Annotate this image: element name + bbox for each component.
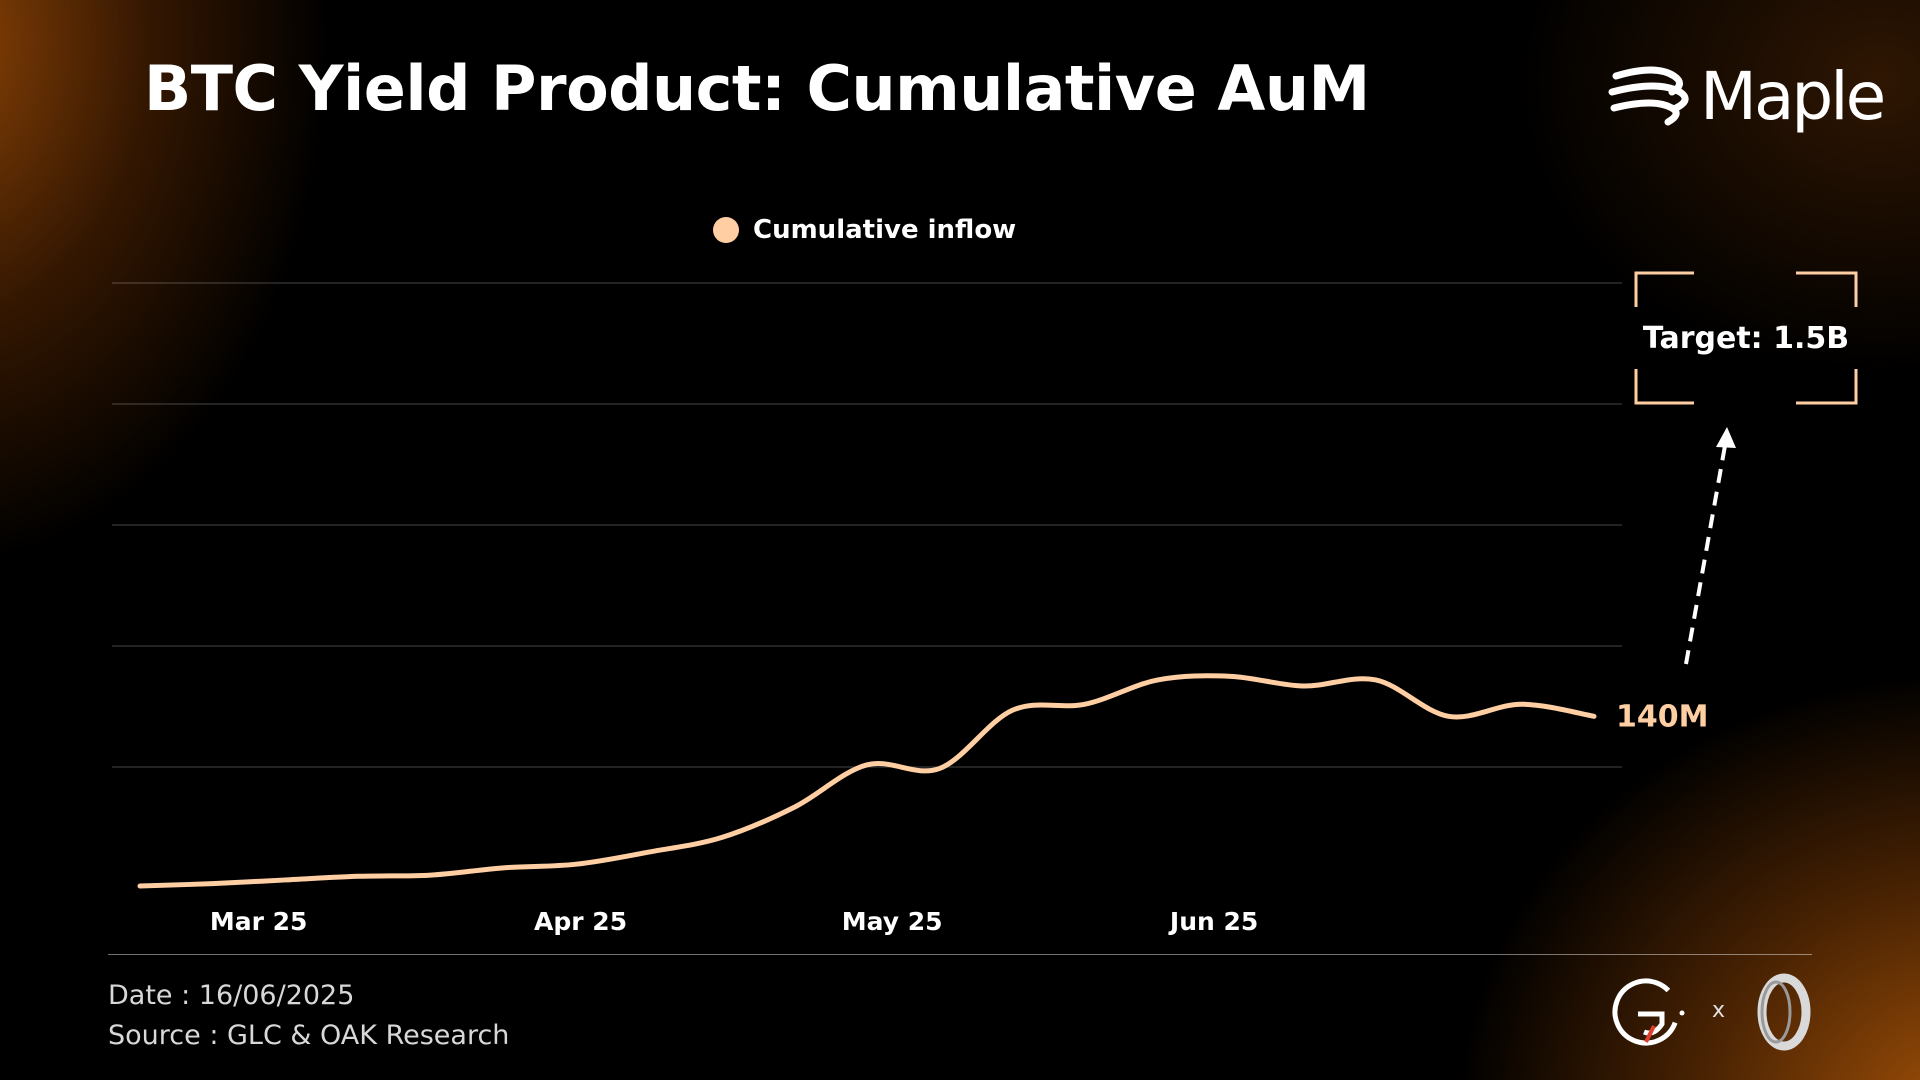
chart-title: BTC Yield Product: Cumulative AuM (144, 52, 1370, 125)
x-tick-label: Mar 25 (210, 907, 308, 936)
target-arrow-head-icon (1716, 427, 1736, 448)
maple-logo: Maple (1608, 52, 1886, 142)
series-layer (137, 673, 1597, 889)
x-axis-ticks: Mar 25 Apr 25 May 25 Jun 25 (210, 907, 1258, 936)
gridlines (112, 282, 1622, 768)
maple-mark-icon (1608, 66, 1689, 126)
x-tick-label: Jun 25 (1168, 907, 1258, 936)
chart-legend: Cumulative inflow (713, 215, 1016, 245)
x-tick-label: May 25 (842, 907, 943, 936)
maple-wordmark: Maple (1700, 58, 1886, 135)
footer-divider (108, 954, 1812, 955)
footer-source: Source : GLC & OAK Research (108, 1020, 510, 1051)
target-arrow-shaft (1684, 439, 1728, 665)
legend-swatch (713, 217, 739, 243)
target-brackets-icon (1634, 271, 1858, 405)
target-label: Target: 1.5B (1642, 320, 1850, 356)
x-tick-label: Apr 25 (534, 907, 627, 936)
footer-date: Date : 16/06/2025 (108, 980, 355, 1011)
series-line-cumulative-inflow (137, 673, 1597, 889)
oak-logo-icon (1757, 973, 1811, 1051)
partner-logos (1608, 972, 1816, 1052)
annotation-layer: 140M (1616, 427, 1736, 734)
target-callout: Target: 1.5B (1634, 271, 1858, 405)
legend-label: Cumulative inflow (753, 215, 1017, 245)
logo-separator: x (1712, 998, 1726, 1023)
last-value-label: 140M (1616, 699, 1708, 734)
glc-logo-icon (1612, 978, 1685, 1046)
